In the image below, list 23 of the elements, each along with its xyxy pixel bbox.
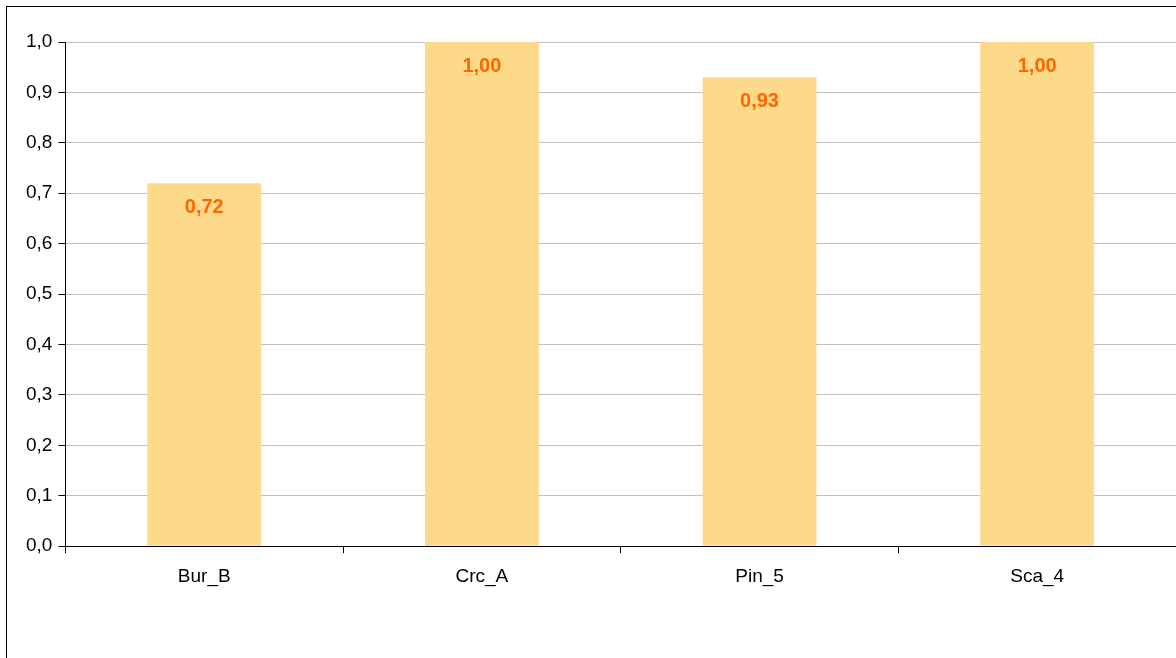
bar [147, 183, 262, 546]
bar [424, 42, 539, 546]
data-label: 0,93 [740, 88, 779, 111]
x-tick-label: Crc_A [455, 564, 509, 587]
y-tick-label: 0,8 [25, 131, 53, 153]
data-label: 1,00 [462, 53, 502, 76]
x-tick-label: Bur_B [177, 564, 231, 587]
y-tick-label: 0,2 [25, 433, 53, 455]
bar [980, 42, 1095, 546]
x-tick-label: Pin_5 [735, 564, 784, 587]
y-tick-label: 0,0 [25, 534, 53, 556]
y-tick-label: 0,1 [25, 484, 53, 506]
y-tick-label: 0,6 [25, 231, 53, 253]
bar [702, 77, 817, 546]
y-tick-label: 0,9 [25, 80, 53, 102]
data-label: 1,00 [1017, 53, 1057, 76]
y-tick-label: 0,5 [25, 282, 53, 304]
x-tick-label: Sca_4 [1010, 564, 1065, 587]
data-label: 0,72 [184, 194, 224, 217]
y-tick-label: 0,3 [25, 383, 53, 405]
y-tick-label: 0,4 [25, 332, 53, 354]
y-tick-label: 1,0 [25, 30, 53, 52]
y-tick-label: 0,7 [25, 181, 53, 203]
